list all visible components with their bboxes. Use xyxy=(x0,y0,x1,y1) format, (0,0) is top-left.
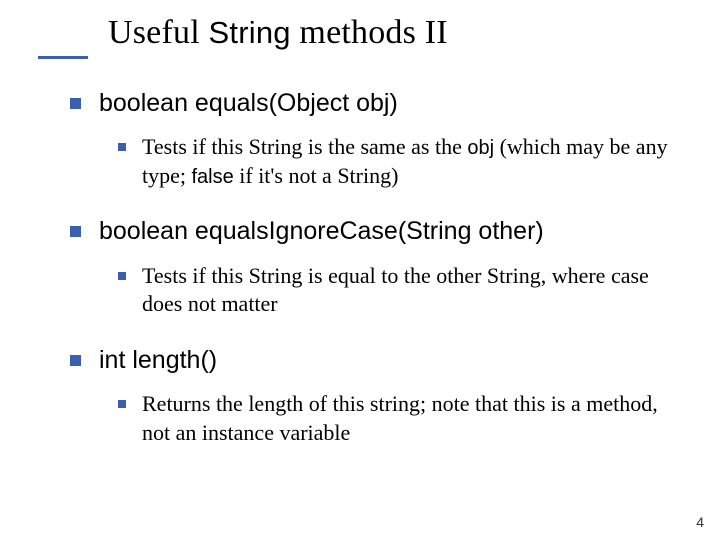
slide-body: boolean equals(Object obj) Tests if this… xyxy=(70,88,680,473)
list-item: int length() Returns the length of this … xyxy=(70,345,680,447)
title-post: methods II xyxy=(291,14,448,51)
square-bullet-icon xyxy=(70,355,81,366)
square-bullet-icon xyxy=(70,226,81,237)
square-bullet-icon xyxy=(118,143,126,151)
square-bullet-icon xyxy=(70,98,81,109)
title-accent-bar xyxy=(38,56,88,59)
desc-code: false xyxy=(192,166,234,188)
method-signature: boolean equalsIgnoreCase(String other) xyxy=(99,216,544,247)
desc-code: obj xyxy=(467,137,494,159)
page-number: 4 xyxy=(696,514,704,530)
square-bullet-icon xyxy=(118,400,126,408)
title-area: Useful String methods II xyxy=(0,14,720,52)
slide-title: Useful String methods II xyxy=(0,14,720,52)
method-signature: int length() xyxy=(99,345,217,376)
desc-text: Tests if this String is the same as the xyxy=(142,134,467,159)
desc-text: Tests if this String is equal to the oth… xyxy=(142,263,649,317)
title-mono: String xyxy=(209,15,291,50)
method-heading-row: int length() xyxy=(70,345,680,376)
list-subitem: Returns the length of this string; note … xyxy=(118,390,680,447)
desc-text: if it's not a String) xyxy=(234,163,399,188)
method-signature: boolean equals(Object obj) xyxy=(99,88,398,119)
list-item: boolean equals(Object obj) Tests if this… xyxy=(70,88,680,190)
method-heading-row: boolean equalsIgnoreCase(String other) xyxy=(70,216,680,247)
method-heading-row: boolean equals(Object obj) xyxy=(70,88,680,119)
list-subitem: Tests if this String is equal to the oth… xyxy=(118,262,680,319)
slide: Useful String methods II boolean equals(… xyxy=(0,0,720,540)
title-pre: Useful xyxy=(108,14,209,51)
desc-text: Returns the length of this string; note … xyxy=(142,391,658,445)
list-item: boolean equalsIgnoreCase(String other) T… xyxy=(70,216,680,318)
method-description: Tests if this String is the same as the … xyxy=(142,133,680,190)
square-bullet-icon xyxy=(118,272,126,280)
method-description: Returns the length of this string; note … xyxy=(142,390,680,447)
list-subitem: Tests if this String is the same as the … xyxy=(118,133,680,190)
method-description: Tests if this String is equal to the oth… xyxy=(142,262,680,319)
